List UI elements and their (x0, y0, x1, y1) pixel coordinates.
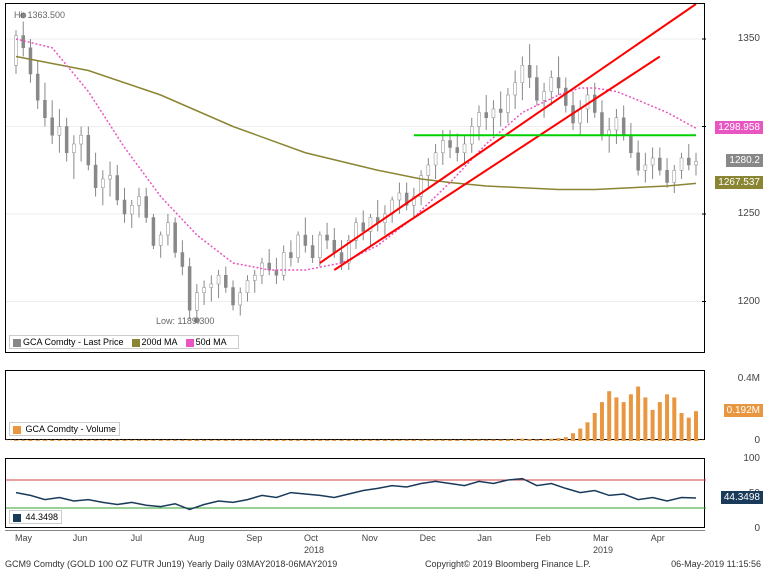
low-label: Low: 1189.300 (156, 316, 214, 326)
ma50-tag: 1298.958 (715, 121, 763, 134)
footer: GCM9 Comdty (GOLD 100 OZ FUTR Jun19) Yea… (5, 559, 761, 569)
high-label: Hi: 1363.500 (14, 10, 65, 20)
ma200-tag: 1267.537 (715, 176, 763, 189)
x-axis: MayJunJulAugSepOctNovDecJanFebMarApr 201… (5, 530, 705, 558)
footer-timestamp: 06-May-2019 11:15:56 (671, 559, 761, 569)
rsi-y-axis: 050100 44.3498 (708, 458, 766, 528)
rsi-legend: 44.3498 (9, 510, 62, 524)
volume-y-axis: 00.4M 0.192M (708, 370, 766, 440)
footer-ticker: GCM9 Comdty (GOLD 100 OZ FUTR Jun19) Yea… (5, 559, 337, 569)
rsi-tag: 44.3498 (721, 491, 763, 504)
price-y-axis: 1200125013001350 1298.958 1280.2 1267.53… (708, 3, 766, 353)
volume-legend: GCA Comdty - Volume (9, 422, 120, 436)
footer-copyright: Copyright© 2019 Bloomberg Finance L.P. (425, 559, 591, 569)
rsi-chart[interactable]: 44.3498 (5, 458, 705, 528)
price-chart[interactable]: Hi: 1363.500 Low: 1189.300 GCA Comdty - … (5, 3, 705, 353)
volume-tag: 0.192M (724, 404, 763, 417)
volume-legend-label: GCA Comdty - Volume (26, 424, 117, 434)
rsi-legend-swatch (13, 514, 21, 522)
rsi-legend-label: 44.3498 (26, 512, 59, 522)
volume-legend-swatch (13, 426, 21, 434)
rsi-chart-svg (6, 459, 706, 529)
price-legend: GCA Comdty - Last Price200d MA50d MA (9, 335, 239, 349)
last-price-tag: 1280.2 (726, 154, 763, 167)
volume-chart[interactable]: GCA Comdty - Volume (5, 370, 705, 440)
price-chart-svg (6, 4, 706, 354)
